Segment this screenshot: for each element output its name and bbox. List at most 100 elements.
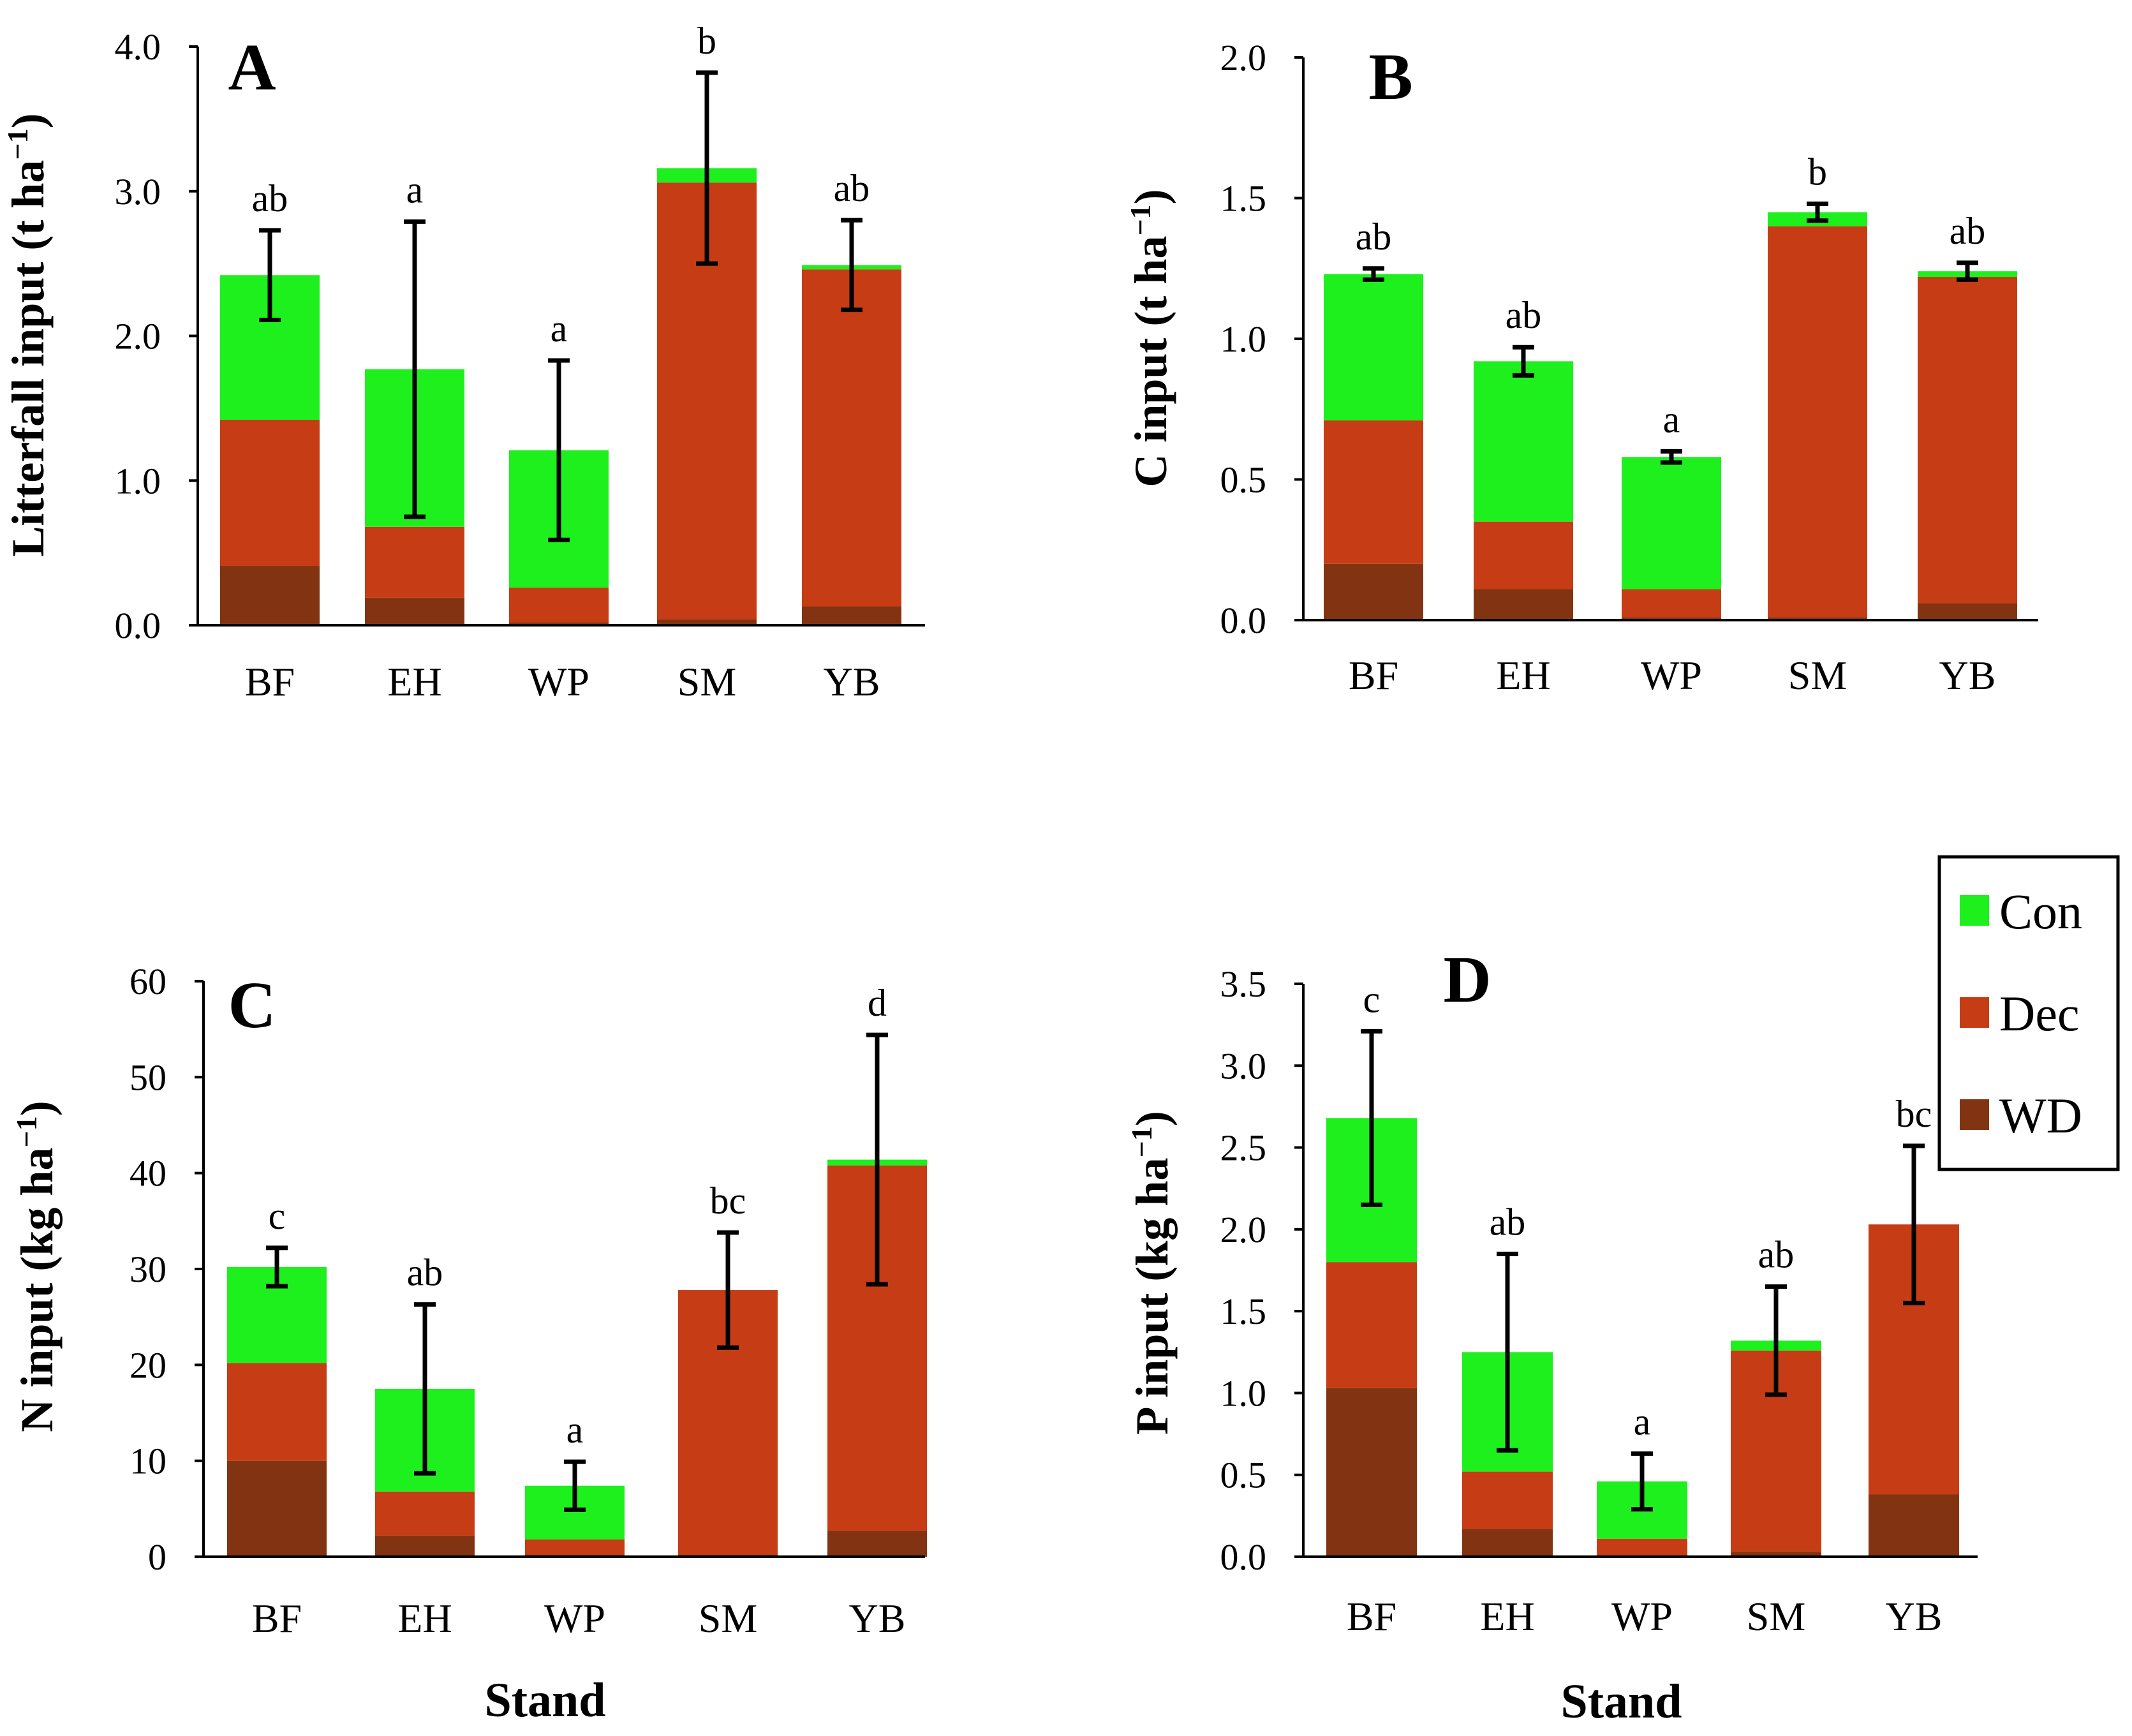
- y-tick-label: 30: [130, 1249, 167, 1290]
- y-tick-label: 0.0: [1220, 600, 1267, 641]
- bar-wd-wp: [1622, 617, 1721, 620]
- category-label-bf: BF: [1349, 653, 1398, 698]
- bar-dec-yb: [802, 269, 901, 607]
- bar-dec-yb: [1918, 276, 2017, 604]
- y-tick-label: 2.5: [1220, 1127, 1267, 1169]
- bar-wd-bf: [227, 1460, 327, 1557]
- y-tick-label: 1.5: [1220, 1291, 1267, 1332]
- legend-swatch-wd: [1960, 1099, 1989, 1130]
- bar-con-eh: [1474, 361, 1573, 522]
- bar-dec-sm: [1768, 226, 1867, 618]
- sig-letter-sm: b: [697, 20, 716, 62]
- sig-letter-bf: ab: [1356, 216, 1392, 258]
- bar-dec-eh: [375, 1491, 475, 1536]
- bar-dec-bf: [1326, 1262, 1417, 1388]
- y-tick-label: 2.0: [1220, 1209, 1267, 1250]
- category-label-bf: BF: [1347, 1594, 1396, 1639]
- bar-dec-eh: [1462, 1471, 1553, 1529]
- chart-panel-D: c BF ab EH a WP ab SM bc YB 0.0 0.5 1.0 1.5 2.0 2.5 3.0 3…: [1125, 943, 1978, 1728]
- y-axis-label: N input (kg ha−1): [10, 1101, 63, 1432]
- panel-label: C: [228, 968, 276, 1042]
- legend-swatch-con: [1960, 895, 1989, 926]
- legend-label-wd: WD: [1999, 1088, 2082, 1143]
- category-label-sm: SM: [699, 1596, 758, 1641]
- category-label-wp: WP: [528, 659, 589, 704]
- chart-panel-B: ab BF ab EH a WP b SM ab YB 0.0 0.5 1.0 1.5 2.0 C input…: [1124, 37, 2038, 698]
- legend-label-con: Con: [1999, 884, 2082, 939]
- category-label-yb: YB: [824, 659, 880, 704]
- sig-letter-yb: ab: [1950, 210, 1986, 252]
- bar-wd-yb: [1869, 1494, 1959, 1557]
- bar-wd-bf: [220, 566, 320, 625]
- sig-letter-sm: b: [1808, 151, 1827, 193]
- y-tick-label: 4.0: [115, 26, 161, 68]
- bar-wd-yb: [827, 1531, 927, 1557]
- y-tick-label: 20: [130, 1344, 167, 1386]
- legend-swatch-dec: [1960, 997, 1989, 1028]
- sig-letter-bf: c: [269, 1195, 286, 1237]
- bar-wd-sm: [1731, 1552, 1821, 1557]
- sig-letter-bf: ab: [252, 177, 288, 219]
- bar-con-wp: [1622, 457, 1721, 590]
- y-tick-label: 3.5: [1220, 963, 1267, 1005]
- bar-dec-wp: [525, 1539, 625, 1555]
- category-label-yb: YB: [1886, 1594, 1943, 1639]
- x-axis-label: Stand: [484, 1673, 605, 1727]
- y-tick-label: 1.0: [115, 460, 161, 501]
- category-label-eh: EH: [1480, 1594, 1534, 1639]
- y-tick-label: 60: [130, 961, 167, 1002]
- bar-wd-eh: [1462, 1529, 1553, 1557]
- panel-label: D: [1443, 943, 1491, 1016]
- sig-letter-wp: a: [1634, 1400, 1651, 1443]
- category-label-wp: WP: [1611, 1594, 1673, 1639]
- bar-wd-bf: [1324, 563, 1423, 620]
- y-tick-label: 0.0: [1220, 1536, 1267, 1578]
- category-label-eh: EH: [1496, 653, 1550, 698]
- sig-letter-sm: ab: [1758, 1234, 1795, 1276]
- y-tick-label: 10: [130, 1441, 167, 1482]
- category-label-yb: YB: [849, 1596, 906, 1641]
- category-label-eh: EH: [397, 1596, 452, 1641]
- bar-wd-yb: [1918, 603, 2017, 620]
- category-label-wp: WP: [544, 1596, 605, 1641]
- bar-dec-bf: [220, 420, 320, 567]
- y-tick-label: 0: [148, 1536, 167, 1578]
- y-tick-label: 40: [130, 1153, 167, 1194]
- bar-wd-eh: [365, 597, 464, 625]
- sig-letter-wp: a: [551, 308, 568, 350]
- sig-letter-bf: c: [1363, 978, 1381, 1020]
- bar-wd-sm: [657, 619, 757, 625]
- y-tick-label: 1.5: [1220, 178, 1267, 219]
- category-label-sm: SM: [1788, 653, 1847, 698]
- sig-letter-eh: a: [406, 168, 424, 211]
- category-label-sm: SM: [1747, 1594, 1806, 1639]
- category-label-wp: WP: [1641, 653, 1702, 698]
- bar-dec-bf: [1324, 420, 1423, 564]
- legend-label-dec: Dec: [1999, 986, 2080, 1041]
- category-label-bf: BF: [245, 659, 295, 704]
- y-tick-label: 1.0: [1220, 1372, 1267, 1414]
- bar-dec-wp: [1597, 1538, 1687, 1555]
- legend: Con Dec WD: [1937, 855, 2120, 1171]
- bar-dec-bf: [227, 1363, 327, 1461]
- y-tick-label: 3.0: [1220, 1045, 1267, 1087]
- y-tick-label: 50: [130, 1057, 167, 1098]
- category-label-sm: SM: [677, 659, 737, 704]
- bar-wd-eh: [1474, 589, 1573, 620]
- sig-letter-wp: a: [566, 1409, 584, 1451]
- bar-wd-eh: [375, 1535, 475, 1557]
- sig-letter-yb: ab: [834, 167, 870, 209]
- y-tick-label: 0.0: [115, 605, 161, 646]
- y-tick-label: 2.0: [115, 316, 161, 357]
- category-label-bf: BF: [252, 1596, 302, 1641]
- sig-letter-eh: ab: [1490, 1201, 1526, 1243]
- category-label-eh: EH: [387, 659, 441, 704]
- bar-wd-sm: [1768, 617, 1867, 620]
- bar-con-bf: [1324, 274, 1423, 420]
- bar-dec-wp: [1622, 589, 1721, 618]
- bar-wd-yb: [802, 606, 901, 625]
- sig-letter-sm: bc: [710, 1180, 746, 1222]
- panel-label: A: [228, 31, 276, 104]
- sig-letter-yb: bc: [1896, 1093, 1932, 1135]
